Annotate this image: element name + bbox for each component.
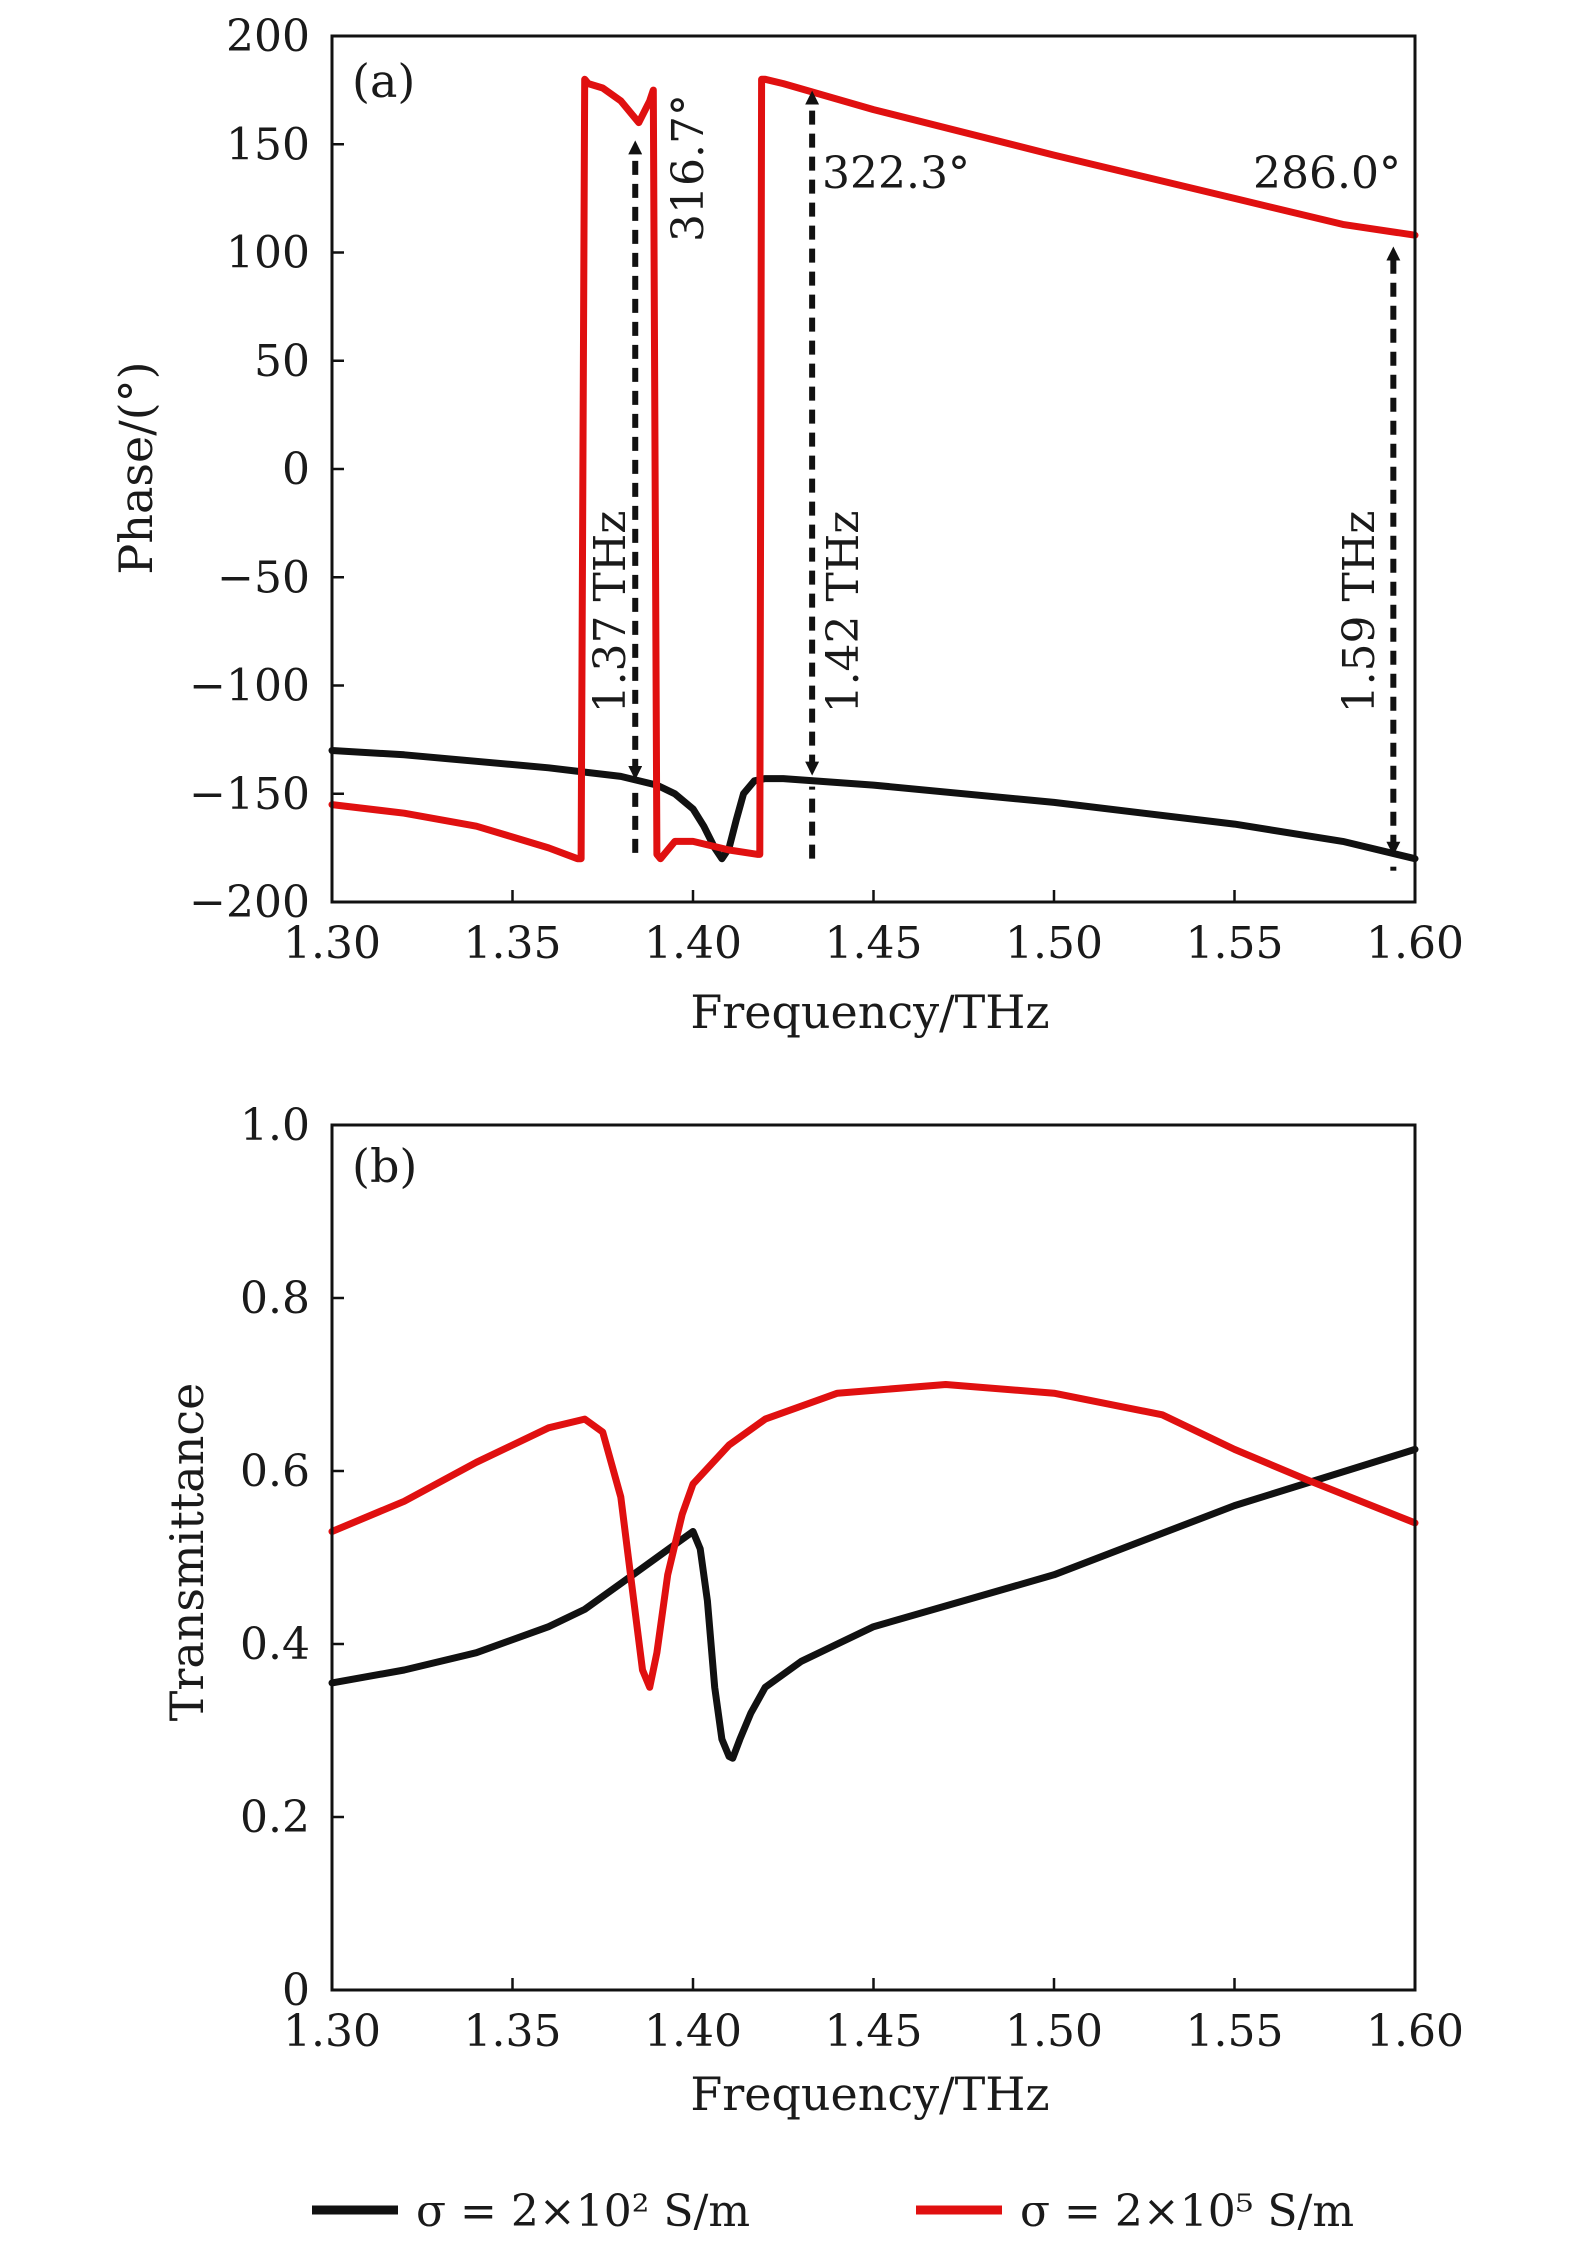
transmittance-x-tick-label: 1.50 [1005,2006,1103,2057]
phase-diff-label-322: 322.3° [822,148,970,199]
transmittance-x-axis-label: Frequency/THz [690,2067,1049,2121]
phase-y-axis-label: Phase/(°) [109,361,163,574]
transmittance-x-tick-label: 1.40 [644,2006,742,2057]
phase-x-tick-label: 1.30 [283,918,381,969]
transmittance-y-tick-label: 1.0 [240,1100,310,1151]
transmittance-series-red-line [328,1381,1419,1691]
transmittance-y-tick-label: 0.8 [240,1273,310,1324]
phase-x-ticks: 1.30 1.35 1.40 1.45 1.50 1.55 1.60 [283,890,1464,969]
phase-y-tick-label: 200 [226,11,310,62]
phase-series-black-line [328,747,1419,863]
phase-x-tick-label: 1.60 [1366,918,1464,969]
transmittance-x-tick-label: 1.30 [283,2006,381,2057]
phase-y-tick-label: −200 [189,877,310,928]
transmittance-x-tick-label: 1.55 [1186,2006,1284,2057]
transmittance-y-tick-label: 0.6 [240,1446,310,1497]
transmittance-series-layer [328,1381,1419,1762]
freq-label-1-37: 1.37 THz [585,511,636,714]
phase-x-tick-label: 1.40 [644,918,742,969]
phase-chart: 200 150 100 50 0 −50 −100 −150 −200 1.30 1.35 1.40… [109,11,1464,1039]
phase-x-tick-label: 1.55 [1186,918,1284,969]
phase-x-tick-label: 1.35 [464,918,562,969]
phase-series-layer [328,75,1419,863]
phase-y-tick-label: 100 [226,228,310,279]
phase-x-tick-label: 1.50 [1005,918,1103,969]
transmittance-panel-label: (b) [352,1139,417,1193]
phase-diff-label-286: 286.0° [1253,148,1401,199]
legend: σ = 2×10² S/m σ = 2×10⁵ S/m [312,2186,1354,2237]
transmittance-x-tick-label: 1.60 [1366,2006,1464,2057]
freq-label-1-42: 1.42 THz [818,511,869,714]
legend-label-red: σ = 2×10⁵ S/m [1020,2186,1354,2237]
transmittance-y-tick-label: 0.4 [240,1619,310,1670]
phase-x-tick-label: 1.45 [825,918,923,969]
phase-x-axis-label: Frequency/THz [690,985,1049,1039]
transmittance-x-tick-label: 1.45 [825,2006,923,2057]
phase-y-tick-label: −150 [189,769,310,820]
phase-y-tick-label: 0 [282,444,310,495]
phase-panel-label: (a) [352,54,415,108]
transmittance-chart: 1.0 0.8 0.6 0.4 0.2 0 1.30 1.35 1.40 1.45 1.50 1.5… [160,1100,1464,2121]
phase-y-tick-label: 150 [226,119,310,170]
transmittance-x-ticks: 1.30 1.35 1.40 1.45 1.50 1.55 1.60 [283,1978,1464,2057]
phase-y-tick-label: 50 [254,336,310,387]
transmittance-y-axis-label: Transmittance [160,1383,214,1722]
transmittance-plot-frame [330,1123,1417,1992]
legend-label-black: σ = 2×10² S/m [416,2186,750,2237]
phase-y-ticks: 200 150 100 50 0 −50 −100 −150 −200 [189,11,344,928]
phase-y-tick-label: −50 [217,552,310,603]
transmittance-y-tick-label: 0.2 [240,1792,310,1843]
phase-annotation-layer [628,90,1401,871]
transmittance-y-ticks: 1.0 0.8 0.6 0.4 0.2 0 [240,1100,344,2016]
phase-series-red-line [328,75,1419,863]
transmittance-x-tick-label: 1.35 [464,2006,562,2057]
freq-label-1-59: 1.59 THz [1334,511,1385,714]
transmittance-series-black-line [328,1445,1419,1762]
phase-diff-label-316: 316.7° [663,94,714,242]
transmittance-y-tick-label: 0 [282,1965,310,2016]
phase-y-tick-label: −100 [189,661,310,712]
